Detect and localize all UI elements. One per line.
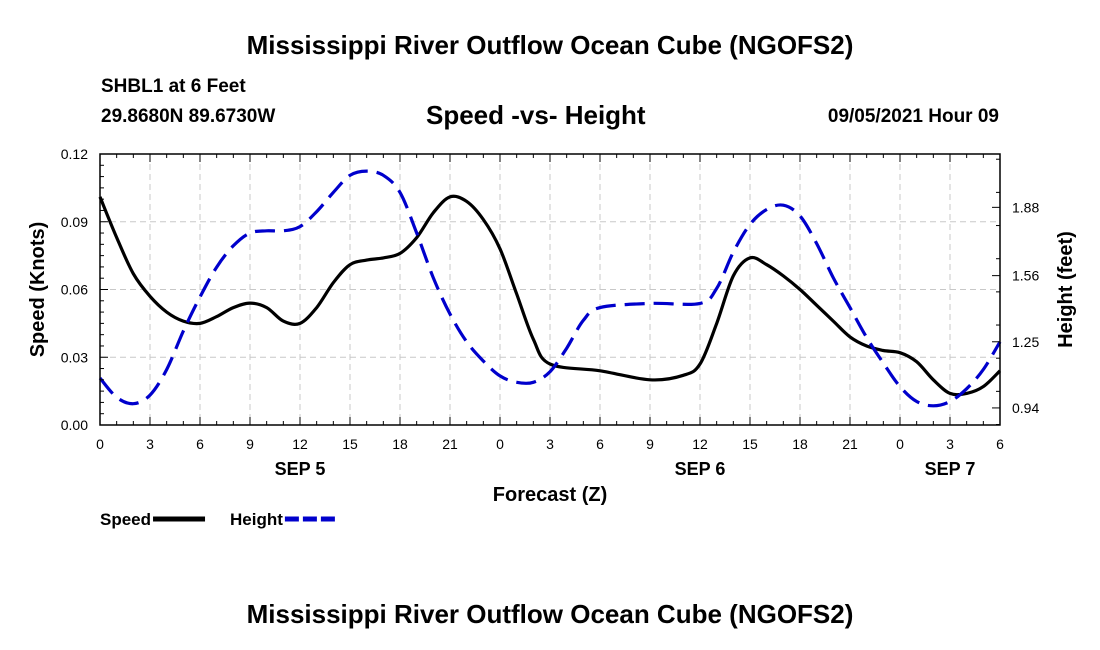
x-tick-label: 18 bbox=[792, 436, 808, 452]
y-tick-label: 0.06 bbox=[61, 282, 88, 298]
x-tick-label: 3 bbox=[946, 436, 954, 452]
chart-ticks bbox=[99, 153, 1001, 426]
y-tick-label: 0.09 bbox=[61, 214, 88, 230]
y2-tick-label: 0.94 bbox=[1012, 400, 1039, 416]
x-tick-label: 0 bbox=[896, 436, 904, 452]
x-tick-label: 18 bbox=[392, 436, 408, 452]
chart-legend: Speed Height bbox=[100, 510, 337, 529]
speed-series-line bbox=[98, 194, 1002, 397]
x-tick-label: 6 bbox=[596, 436, 604, 452]
legend-label-height: Height bbox=[230, 510, 283, 529]
y-tick-label: 0.00 bbox=[61, 417, 88, 433]
x-tick-label: 15 bbox=[742, 436, 758, 452]
x-tick-label: 6 bbox=[996, 436, 1004, 452]
x-axis-title: Forecast (Z) bbox=[493, 484, 607, 506]
height-series-line bbox=[98, 169, 1002, 408]
y-axis-title: Speed (Knots) bbox=[27, 222, 49, 358]
forecast-datetime: 09/05/2021 Hour 09 bbox=[827, 106, 999, 127]
chart-subtitle: Speed -vs- Height bbox=[426, 100, 646, 130]
x-tick-label: 12 bbox=[692, 436, 708, 452]
y-tick-label: 0.12 bbox=[61, 146, 88, 162]
date-label: SEP 6 bbox=[675, 459, 726, 479]
x-tick-label: 21 bbox=[842, 436, 858, 452]
x-tick-label: 6 bbox=[196, 436, 204, 452]
x-tick-label: 9 bbox=[646, 436, 654, 452]
x-tick-label: 3 bbox=[146, 436, 154, 452]
date-label: SEP 5 bbox=[275, 459, 326, 479]
y-tick-label: 0.03 bbox=[61, 349, 88, 365]
station-coordinates: 29.8680N 89.6730W bbox=[101, 106, 276, 127]
legend-label-speed: Speed bbox=[100, 510, 151, 529]
y2-tick-label: 1.25 bbox=[1012, 334, 1039, 350]
station-label: SHBL1 at 6 Feet bbox=[101, 76, 246, 97]
y2-axis-title: Height (feet) bbox=[1055, 231, 1077, 348]
footer-title: Mississippi River Outflow Ocean Cube (NG… bbox=[246, 599, 854, 629]
x-tick-label: 15 bbox=[342, 436, 358, 452]
x-tick-label: 0 bbox=[496, 436, 504, 452]
main-title: Mississippi River Outflow Ocean Cube (NG… bbox=[246, 30, 854, 60]
x-tick-label: 12 bbox=[292, 436, 308, 452]
x-tick-label: 0 bbox=[96, 436, 104, 452]
chart-labels: 0 3 6 9 12 15 18 21 0 3 6 9 12 15 18 21 0 3 6 0.00 0.03 0.06 0… bbox=[27, 146, 1077, 506]
x-tick-label: 3 bbox=[546, 436, 554, 452]
y2-tick-label: 1.88 bbox=[1012, 199, 1039, 215]
date-label: SEP 7 bbox=[925, 459, 976, 479]
y2-tick-label: 1.56 bbox=[1012, 268, 1039, 284]
chart-series bbox=[98, 169, 1002, 408]
x-tick-label: 9 bbox=[246, 436, 254, 452]
chart-grid bbox=[100, 154, 1000, 425]
x-tick-label: 21 bbox=[442, 436, 458, 452]
